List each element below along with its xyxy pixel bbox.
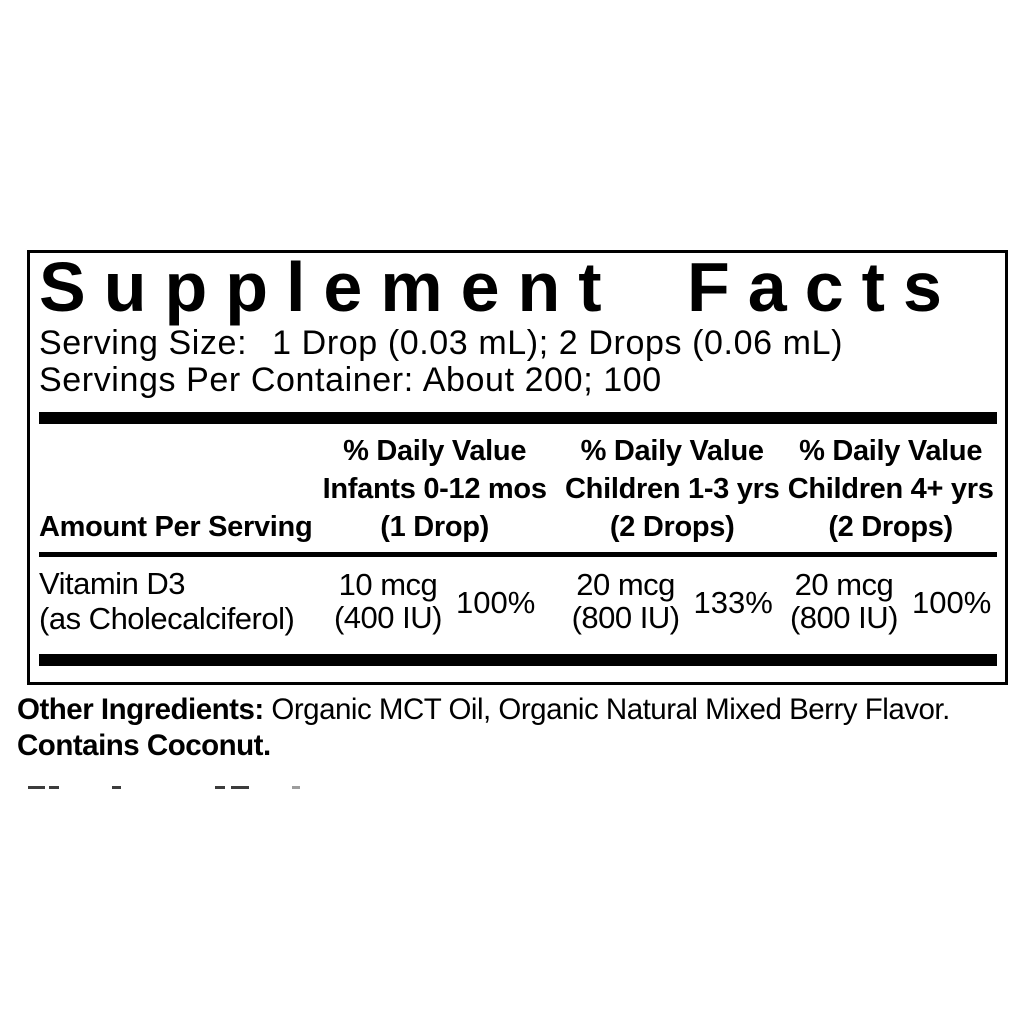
age-group-label: Children 4+ yrs [787, 473, 994, 505]
serving-size-value: 1 Drop (0.03 mL); 2 Drops (0.06 mL) [272, 324, 844, 362]
value-group-children-4plus: 20 mcg (800 IU) 100% [784, 568, 997, 634]
clipped-text-fragment [112, 786, 121, 789]
contains-statement: Contains Coconut. [17, 729, 271, 762]
percent-daily-value: 100% [455, 585, 536, 620]
table-row-vitamin-d3: Vitamin D3 (as Cholecalciferol) 10 mcg (… [39, 557, 997, 636]
age-group-label: Infants 0-12 mos [322, 473, 547, 505]
nutrient-name: Vitamin D3 [39, 566, 186, 601]
panel-title: Supplement Facts [39, 248, 960, 326]
servings-per-container-value: About 200; 100 [422, 361, 662, 399]
percent-daily-value: 100% [911, 585, 992, 620]
clipped-text-fragment [231, 786, 249, 789]
divider-header [39, 552, 997, 557]
dv-label: % Daily Value [343, 435, 527, 467]
clipped-text-fragment [292, 786, 300, 789]
value-group-infants: 10 mcg (400 IU) 100% [309, 568, 560, 634]
divider-thick-bottom [39, 654, 997, 666]
drops-label: (1 Drop) [380, 511, 490, 543]
amount-detail: (400 IU) [333, 600, 442, 635]
servings-per-container-label: Servings Per Container: [39, 361, 414, 399]
dv-label: % Daily Value [799, 435, 983, 467]
clipped-text-fragment [215, 786, 225, 789]
other-ingredients-line: Other Ingredients: Organic MCT Oil, Orga… [17, 692, 1007, 728]
divider-thick-top [39, 412, 997, 424]
drops-label: (2 Drops) [828, 511, 953, 543]
percent-daily-value: 133% [693, 585, 773, 620]
column-header-children-1-3: % Daily Value Children 1-3 yrs (2 Drops) [560, 432, 784, 546]
table-header-row: Amount Per Serving % Daily Value Infants… [39, 424, 997, 546]
clipped-text-fragment [28, 786, 45, 789]
amount-cell: 20 mcg (800 IU) [572, 568, 680, 634]
drops-label: (2 Drops) [609, 511, 735, 543]
column-header-children-4plus: % Daily Value Children 4+ yrs (2 Drops) [784, 432, 997, 546]
amount-per-serving-header: Amount Per Serving [39, 511, 313, 543]
dv-label: % Daily Value [580, 435, 764, 467]
nutrient-name-detail: (as Cholecalciferol) [39, 601, 295, 636]
amount-detail: (800 IU) [571, 600, 680, 635]
amount-value: 20 mcg [576, 567, 675, 602]
value-group-children-1-3: 20 mcg (800 IU) 133% [560, 568, 784, 634]
amount-value: 20 mcg [794, 567, 894, 602]
serving-size-label: Serving Size: [39, 324, 248, 362]
amount-detail: (800 IU) [789, 600, 898, 635]
amount-cell: 10 mcg (400 IU) [334, 568, 442, 634]
serving-size-line: Serving Size: 1 Drop (0.03 mL); 2 Drops (… [39, 325, 997, 362]
amount-cell: 20 mcg (800 IU) [790, 568, 898, 634]
supplement-facts-panel: Supplement Facts Serving Size: 1 Drop (0.… [27, 250, 1008, 685]
clipped-text-fragments [0, 786, 1024, 790]
nutrient-name-cell: Vitamin D3 (as Cholecalciferol) [39, 566, 309, 636]
column-header-infants: % Daily Value Infants 0-12 mos (1 Drop) [309, 432, 560, 546]
age-group-label: Children 1-3 yrs [565, 473, 780, 505]
amount-value: 10 mcg [338, 567, 438, 602]
other-ingredients-section: Other Ingredients: Organic MCT Oil, Orga… [17, 692, 1007, 764]
servings-per-container-line: Servings Per Container: About 200; 100 [39, 362, 997, 399]
other-ingredients-value: Organic MCT Oil, Organic Natural Mixed B… [271, 693, 950, 726]
other-ingredients-label: Other Ingredients: [17, 693, 264, 726]
clipped-text-fragment [49, 786, 59, 789]
